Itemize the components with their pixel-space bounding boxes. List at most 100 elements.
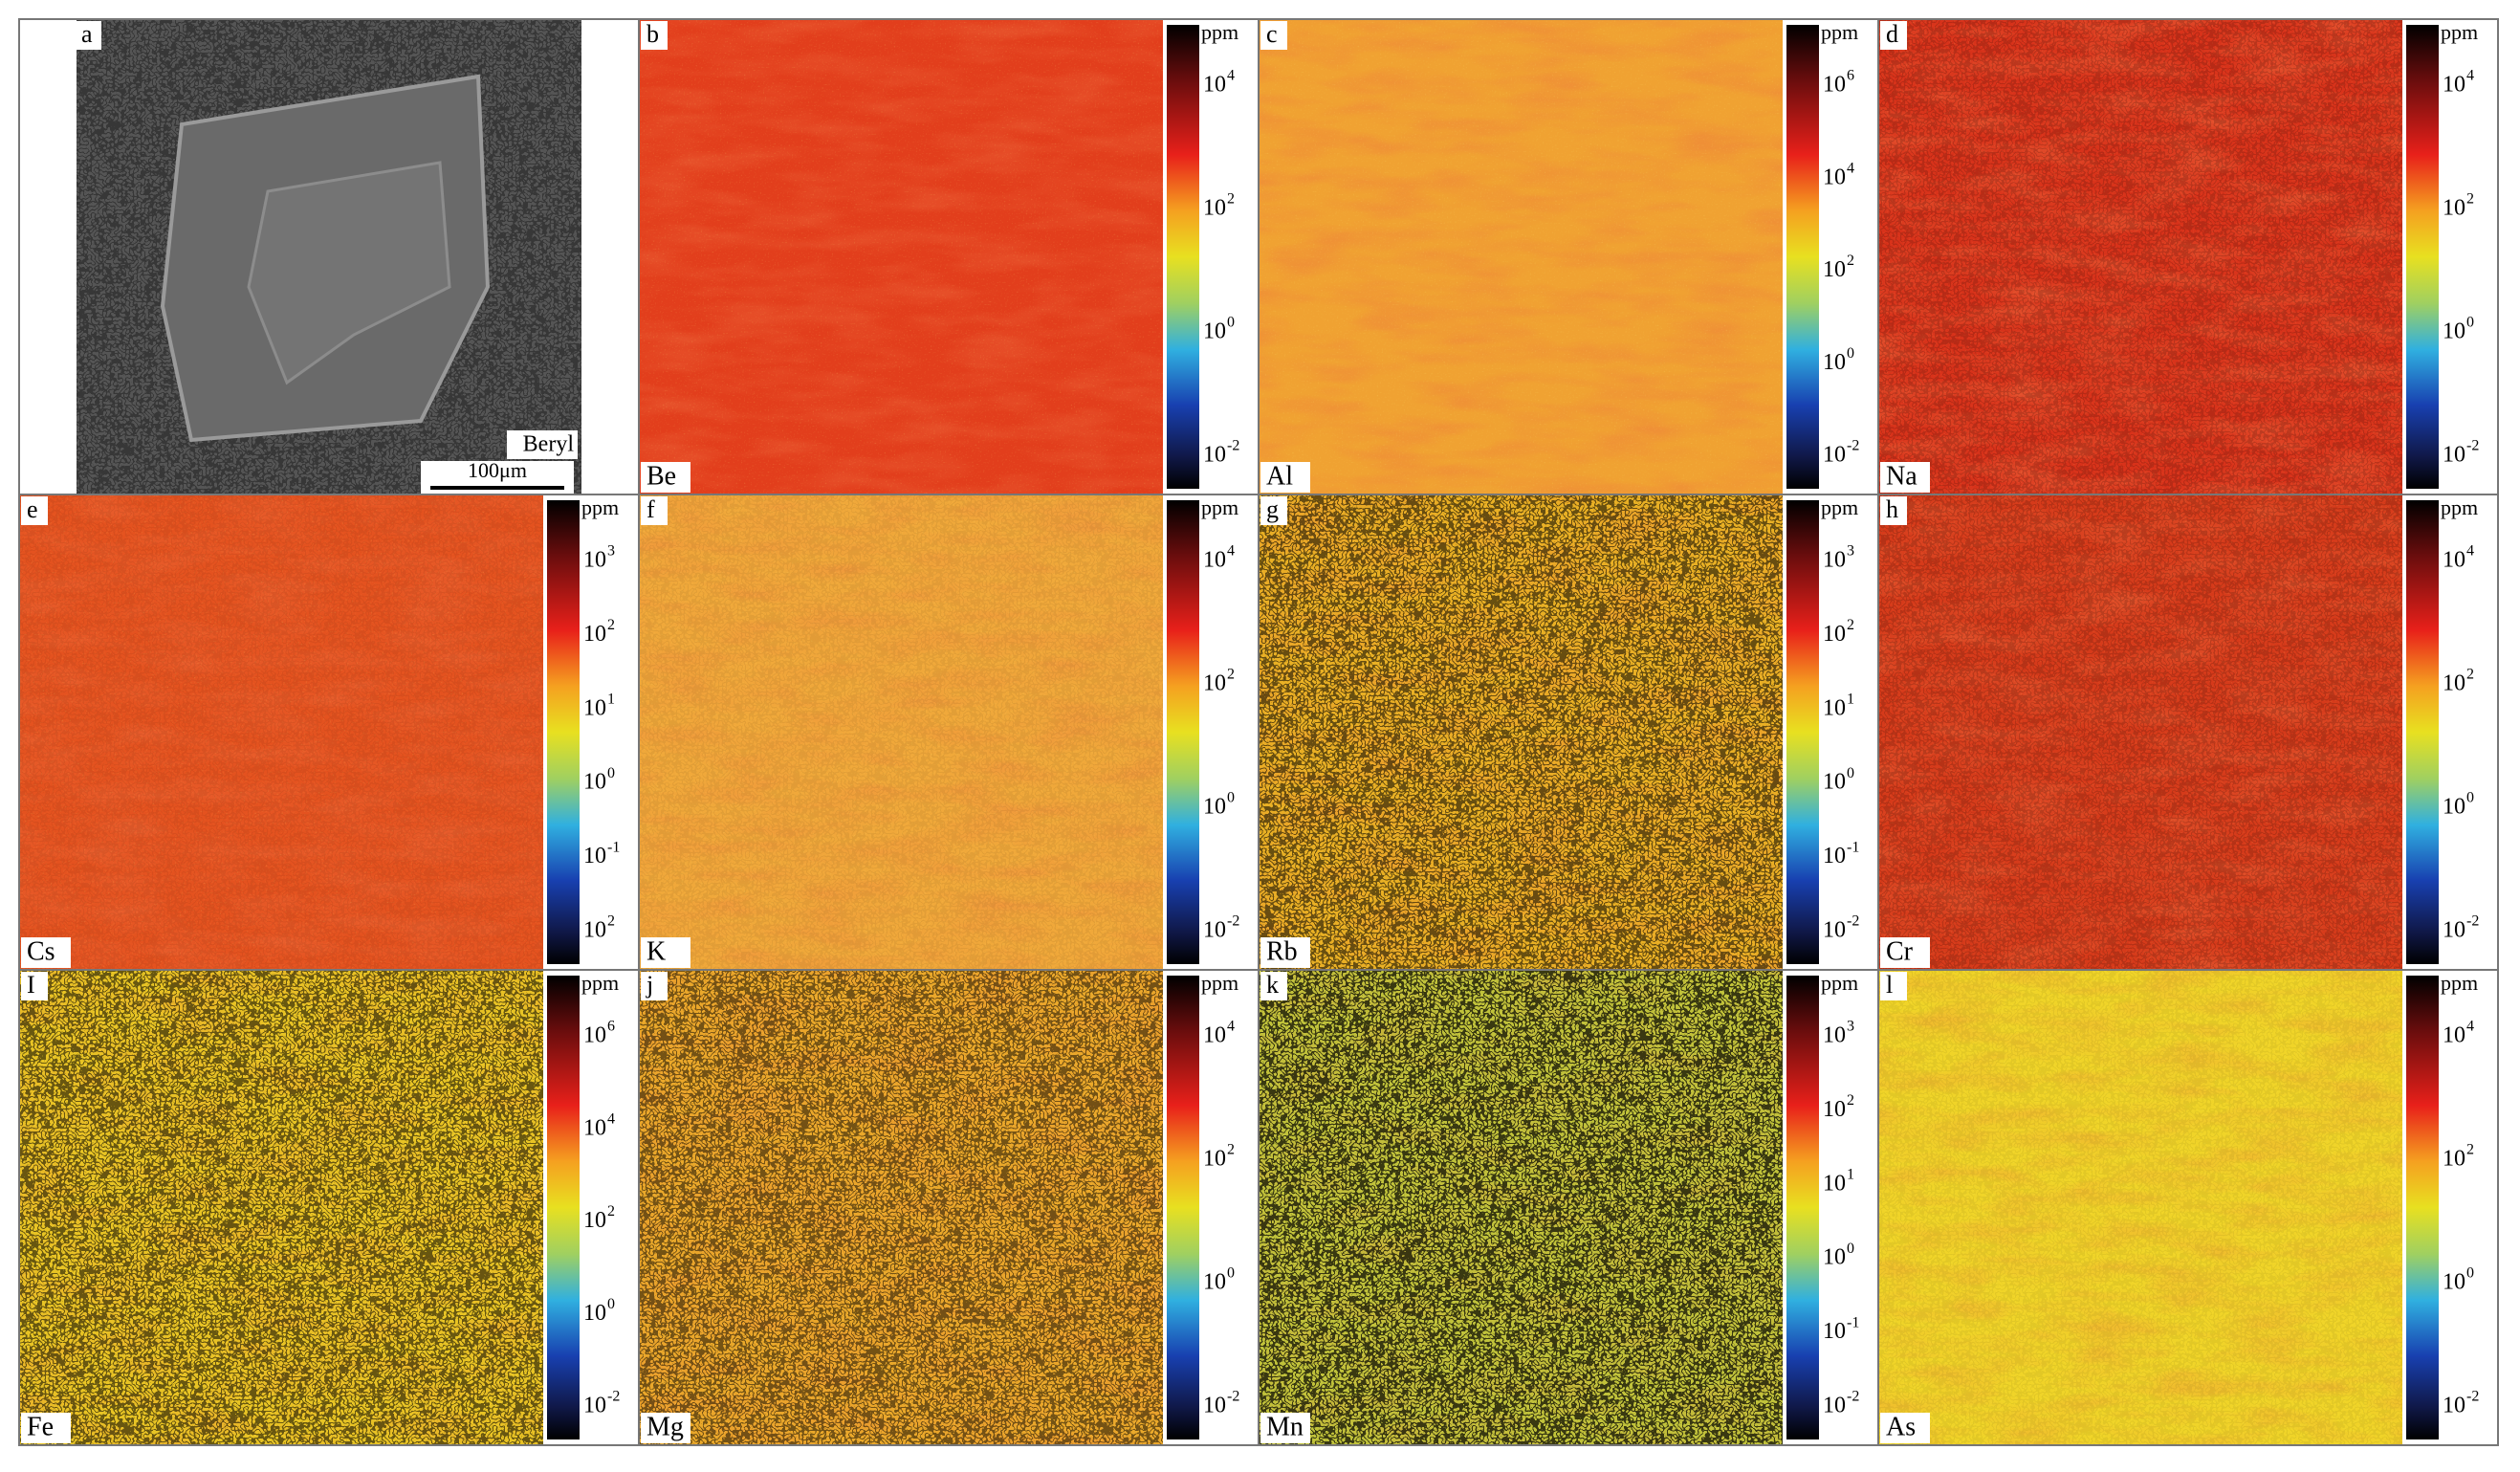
tick-base: 10 <box>1203 548 1226 573</box>
tick-exponent: 4 <box>1847 160 1854 176</box>
tick-exponent: 0 <box>2466 315 2474 331</box>
panel-letter: b <box>646 20 659 48</box>
label-box <box>1260 937 1310 968</box>
tick-exponent: -2 <box>1847 1389 1859 1405</box>
panel-letter: a <box>81 20 93 48</box>
element-label: Mg <box>646 1412 684 1441</box>
tick-exponent: 2 <box>2466 191 2474 208</box>
colorbar-unit: ppm <box>1821 495 1858 519</box>
label-box <box>1260 972 1287 1000</box>
element-label: Mn <box>1266 1412 1304 1441</box>
tick-base: 10 <box>1823 1023 1846 1048</box>
tick-base: 10 <box>1823 1171 1846 1196</box>
tick-exponent: 6 <box>1847 68 1854 84</box>
tick-base: 10 <box>1203 671 1226 696</box>
map-grain <box>1259 19 1783 494</box>
tick-base: 10 <box>1203 443 1226 468</box>
element-label: Na <box>1886 461 1917 491</box>
map-grain <box>639 19 1163 494</box>
tick-exponent: 4 <box>1227 1019 1235 1035</box>
tick-exponent: -2 <box>1227 913 1239 930</box>
scale-label: 100μm <box>468 458 527 482</box>
tick-exponent: -1 <box>1847 1314 1859 1330</box>
tick-base: 10 <box>1203 1147 1226 1172</box>
tick-exponent: 1 <box>1847 1166 1854 1182</box>
map-speckle <box>19 494 543 970</box>
label-box <box>1880 21 1907 50</box>
tick-base: 10 <box>1823 1097 1846 1122</box>
tick-exponent: 2 <box>2466 667 2474 683</box>
label-box <box>1880 1413 1930 1443</box>
element-label: As <box>1886 1412 1916 1441</box>
colorbar <box>2406 976 2439 1439</box>
tick-base: 10 <box>1203 1023 1226 1048</box>
tick-base: 10 <box>583 1115 606 1140</box>
tick-base: 10 <box>583 1208 606 1233</box>
label-box <box>21 496 48 525</box>
tick-exponent: -2 <box>1227 438 1239 454</box>
panel-letter: h <box>1886 495 1898 523</box>
tick-exponent: 2 <box>1847 617 1854 633</box>
tick-exponent: -1 <box>1847 839 1859 855</box>
tick-base: 10 <box>2443 671 2465 696</box>
colorbar <box>2406 25 2439 489</box>
tick-exponent: -2 <box>607 1389 620 1405</box>
label-box <box>1260 496 1287 525</box>
map-speckle <box>1259 970 1783 1445</box>
tick-base: 10 <box>583 1394 606 1418</box>
tick-base: 10 <box>2443 443 2465 468</box>
tick-exponent: 0 <box>607 1296 615 1312</box>
tick-exponent: 3 <box>1847 1019 1854 1035</box>
tick-exponent: 2 <box>1847 1092 1854 1109</box>
element-label: Be <box>646 461 676 491</box>
label-box <box>21 1413 71 1443</box>
colorbar <box>1167 500 1199 964</box>
tick-base: 10 <box>583 622 606 647</box>
tick-exponent: 4 <box>1227 68 1235 84</box>
label-box <box>641 462 690 493</box>
tick-base: 10 <box>1203 1394 1226 1418</box>
tick-exponent: 2 <box>2466 1142 2474 1158</box>
label-box <box>77 21 101 50</box>
tick-base: 10 <box>1823 73 1846 98</box>
tick-base: 10 <box>2443 1147 2465 1172</box>
panel-letter: c <box>1266 20 1278 48</box>
tick-base: 10 <box>1203 73 1226 98</box>
label-box <box>641 1413 690 1443</box>
map-speckle <box>1878 970 2402 1445</box>
tick-exponent: 0 <box>607 765 615 781</box>
tick-base: 10 <box>583 695 606 720</box>
map-speckle <box>19 970 543 1445</box>
tick-base: 10 <box>1823 622 1846 647</box>
label-box <box>641 937 690 968</box>
tick-exponent: 2 <box>607 913 615 930</box>
tick-base: 10 <box>2443 73 2465 98</box>
colorbar-unit: ppm <box>1821 971 1858 995</box>
tick-exponent: -2 <box>2466 913 2479 930</box>
map-speckle <box>639 494 1163 970</box>
label-box <box>1880 972 1907 1000</box>
tick-exponent: 0 <box>2466 790 2474 806</box>
tick-base: 10 <box>1823 350 1846 375</box>
panel-letter: f <box>646 495 655 523</box>
tick-base: 10 <box>2443 1270 2465 1295</box>
colorbar <box>1786 500 1819 964</box>
element-label: Cs <box>27 936 55 966</box>
tick-exponent: 4 <box>1227 543 1235 560</box>
label-box <box>1880 496 1907 525</box>
element-label: Rb <box>1266 936 1298 966</box>
tick-exponent: 0 <box>1227 315 1235 331</box>
tick-base: 10 <box>2443 1023 2465 1048</box>
label-box <box>641 972 668 1000</box>
tick-exponent: 3 <box>607 543 615 560</box>
label-box <box>1260 1413 1310 1443</box>
colorbar <box>1167 25 1199 489</box>
tick-base: 10 <box>1823 770 1846 795</box>
